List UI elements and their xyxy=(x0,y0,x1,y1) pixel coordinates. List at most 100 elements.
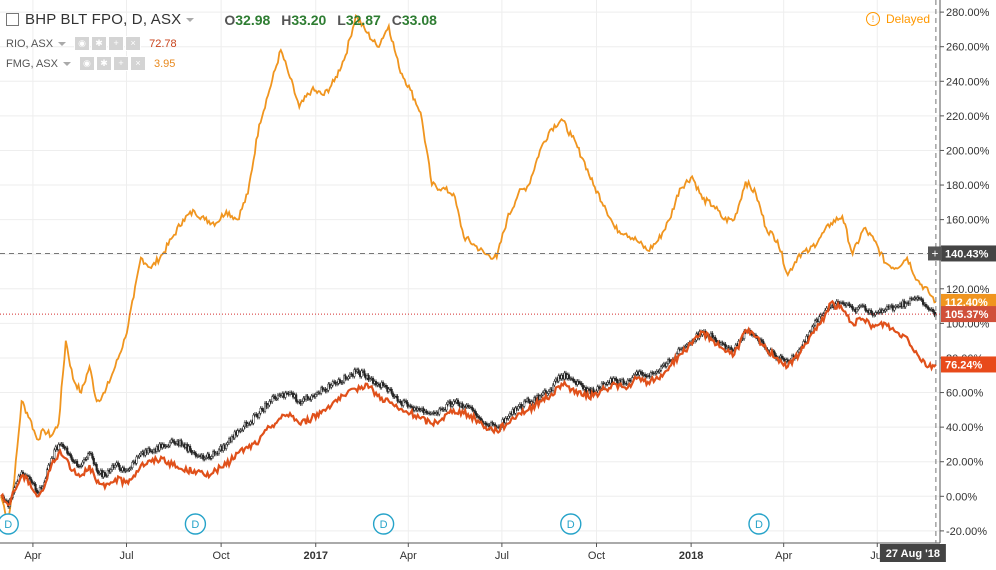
candle-body xyxy=(661,365,664,367)
eye-icon[interactable]: ◉ xyxy=(74,36,91,51)
gear-icon[interactable]: ✱ xyxy=(91,36,108,51)
candle-body xyxy=(538,395,541,400)
candle-body xyxy=(30,478,33,483)
candle-body xyxy=(274,395,277,400)
candle-body xyxy=(626,379,629,385)
candle-body xyxy=(477,415,480,418)
candle-body xyxy=(33,482,36,485)
candle-body xyxy=(357,369,360,374)
candle-body xyxy=(419,409,422,411)
candle-body xyxy=(475,413,478,417)
candle-body xyxy=(514,407,517,414)
candle-body xyxy=(504,418,507,424)
dividend-marker-label: D xyxy=(4,519,12,531)
candle-body xyxy=(360,370,363,377)
candle-body xyxy=(926,306,929,308)
candle-body xyxy=(271,396,274,403)
dividend-marker[interactable] xyxy=(0,513,19,535)
candle-body xyxy=(106,469,109,476)
candle-body xyxy=(330,385,333,388)
candle-body xyxy=(276,394,279,400)
candle-body xyxy=(96,470,100,474)
low-label: L xyxy=(337,11,346,28)
candle-body xyxy=(118,464,121,470)
candle-body xyxy=(547,391,550,394)
close-icon[interactable]: × xyxy=(129,56,146,71)
candle-body xyxy=(369,378,372,381)
plus-icon[interactable] xyxy=(928,246,942,261)
eye-icon[interactable]: ◉ xyxy=(78,56,95,71)
candle-body xyxy=(207,453,210,459)
candle-body xyxy=(128,468,131,471)
candle-body xyxy=(162,444,166,448)
overlay-row-fmg[interactable]: FMG, ASX ◉ ✱ + × 3.95 xyxy=(6,56,175,71)
dividend-marker[interactable] xyxy=(748,513,770,535)
candle-body xyxy=(81,461,84,466)
candle-body xyxy=(341,381,344,384)
candle-body xyxy=(711,332,714,338)
candle-body xyxy=(240,429,244,431)
rio-last-label-text: 76.24% xyxy=(945,359,983,371)
candle-body xyxy=(659,366,663,371)
candle-body xyxy=(897,306,900,308)
delayed-status[interactable]: ! Delayed xyxy=(866,12,930,26)
candle-body xyxy=(474,410,477,414)
candle-body xyxy=(255,413,258,416)
candle-body xyxy=(917,297,920,300)
gear-icon[interactable]: ✱ xyxy=(95,56,112,71)
y-tick-label: 60.00% xyxy=(946,388,984,400)
y-tick-label: 260.00% xyxy=(946,42,990,54)
series-line-rio xyxy=(0,299,937,507)
y-tick-label: 220.00% xyxy=(946,111,990,123)
candle-body xyxy=(446,401,449,405)
dividend-marker[interactable] xyxy=(372,513,395,535)
candle-body xyxy=(139,452,142,456)
candle-body xyxy=(911,298,915,301)
candle-body xyxy=(28,476,31,480)
candle-body xyxy=(541,392,544,396)
candle-body xyxy=(331,381,334,386)
candle-body xyxy=(551,384,555,391)
dividend-marker[interactable] xyxy=(560,513,582,535)
candle-body xyxy=(877,311,880,314)
candle-body xyxy=(98,473,101,475)
candle-body xyxy=(194,452,197,457)
chevron-down-icon[interactable] xyxy=(58,41,67,46)
candle-body xyxy=(848,303,851,307)
x-tick-label: 2018 xyxy=(679,550,703,562)
candle-body xyxy=(344,375,347,379)
candle-body xyxy=(598,386,601,389)
candle-body xyxy=(851,305,854,310)
dividend-marker-label: D xyxy=(380,519,388,531)
chevron-down-icon[interactable] xyxy=(62,61,71,66)
overlay-value: 3.95 xyxy=(153,57,176,70)
candle-body xyxy=(677,348,680,354)
close-icon[interactable]: × xyxy=(125,36,142,51)
candle-body xyxy=(396,395,399,402)
y-tick-label: 180.00% xyxy=(946,180,990,192)
candle-body xyxy=(205,456,208,459)
candle-body xyxy=(596,386,599,392)
candle-body xyxy=(320,387,323,394)
candle-body xyxy=(920,298,923,301)
plus-icon[interactable]: + xyxy=(108,36,125,51)
candle-body xyxy=(760,339,763,342)
main-symbol-row[interactable]: BHP BLT FPO, D, ASX O32.98 H33.20 L32.87… xyxy=(6,11,444,28)
candle-body xyxy=(577,380,580,384)
candle-body xyxy=(138,454,141,458)
candle-body xyxy=(202,454,205,460)
time-axis[interactable]: Apr Jul Oct 2017 Apr Jul Oct 2018 Apr Jul xyxy=(0,542,940,562)
candle-body xyxy=(371,377,375,384)
chevron-down-icon[interactable] xyxy=(186,17,195,22)
candle-body xyxy=(390,388,393,394)
overlay-row-rio[interactable]: RIO, ASX ◉ ✱ + × 72.78 xyxy=(6,36,177,51)
crosshair-date-text: 27 Aug '18 xyxy=(886,548,940,560)
dividend-marker[interactable] xyxy=(184,513,207,535)
candle-body xyxy=(615,378,618,382)
price-axis[interactable]: -20.00%0.00%20.00%40.00%60.00%80.00%100.… xyxy=(939,0,990,543)
candle-body xyxy=(91,453,94,459)
plus-icon[interactable]: + xyxy=(112,56,129,71)
collapse-legend-icon[interactable] xyxy=(6,13,19,26)
